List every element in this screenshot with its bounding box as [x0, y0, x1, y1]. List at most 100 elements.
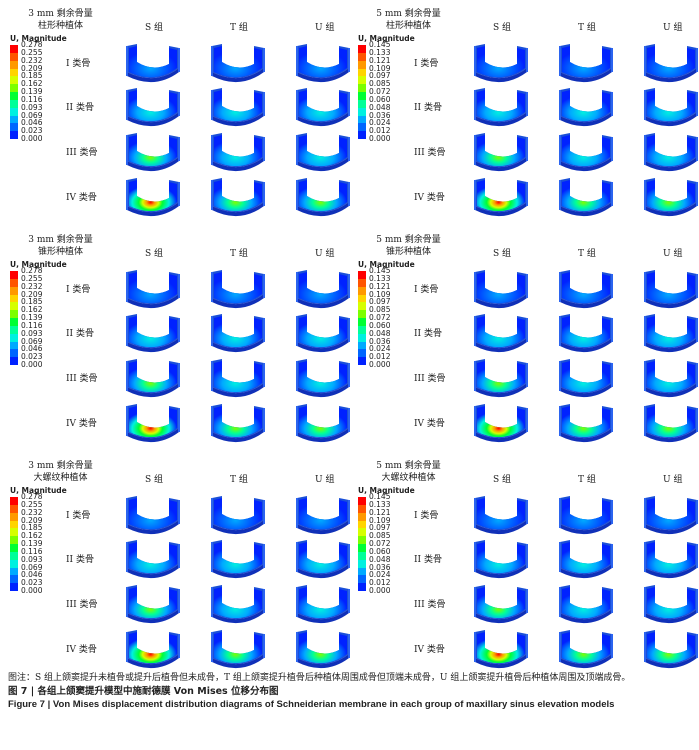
legend-tick-label: 0.093: [21, 554, 43, 564]
legend-tick-label: 0.046: [21, 118, 43, 128]
legend-tick-label: 0.000: [369, 134, 391, 143]
membrane-model: [559, 44, 613, 83]
row-label: IV 类骨: [66, 419, 97, 429]
legend-tick-label: 0.085: [369, 305, 391, 315]
legend-tick-label: 0.072: [369, 87, 391, 96]
membrane-model: [296, 88, 350, 127]
legend-tick-label: 0.133: [369, 499, 391, 509]
membrane-model: [211, 630, 265, 669]
membrane-model: [296, 178, 350, 217]
legend-swatch: [10, 357, 18, 366]
figure-panel: 3 mm 剩余骨量 锥形种植体 U, Magnitude 0.278 0.255 0.2…: [8, 232, 350, 457]
membrane-model: [559, 314, 613, 353]
membrane-model: [559, 496, 613, 535]
legend-tick-label: 0.139: [21, 87, 43, 96]
figure-caption: 图注：S 组上颌窦提升未植骨或提升后植骨但未成骨，T 组上颌窦提升植骨后种植体周…: [8, 672, 691, 711]
legend-tick-label: 0.162: [21, 531, 43, 541]
membrane-model: [296, 540, 350, 579]
legend-swatch: [358, 567, 366, 576]
legend-tick-label: 0.121: [369, 507, 391, 517]
column-header: T 组: [230, 475, 248, 485]
membrane-model: [126, 270, 180, 309]
column-header: U 组: [315, 475, 335, 485]
legend-swatch: [10, 84, 18, 93]
legend-tick-label: 0.109: [369, 515, 391, 525]
legend-tick-label: 0.255: [21, 273, 43, 283]
legend-tick-label: 0.121: [369, 281, 391, 291]
legend-swatch: [10, 76, 18, 85]
legend-tick-label: 0.139: [21, 539, 43, 548]
legend-tick-label: 0.036: [369, 336, 391, 346]
legend-swatch: [10, 271, 18, 280]
column-header: U 组: [315, 23, 335, 33]
column-header: S 组: [493, 23, 512, 33]
row-label: III 类骨: [66, 600, 98, 610]
legend-tick-label: 0.133: [369, 47, 391, 57]
legend-swatch: [10, 318, 18, 327]
legend-tick-label: 0.116: [21, 546, 43, 556]
membrane-model: [296, 585, 350, 624]
membrane-model: [644, 44, 698, 83]
row-label: II 类骨: [414, 103, 442, 113]
legend-swatch: [10, 512, 18, 521]
membrane-model: [559, 270, 613, 309]
legend-tick-label: 0.093: [21, 102, 43, 112]
caption-title-en: Figure 7 | Von Mises displacement distri…: [8, 699, 615, 710]
membrane-model: [559, 540, 613, 579]
legend-swatch: [10, 559, 18, 568]
legend-swatch: [10, 310, 18, 319]
legend-swatch: [10, 68, 18, 77]
membrane-model: [211, 314, 265, 353]
color-legend: U, Magnitude 0.145 0.133 0.121 0.109 0.097 0.0…: [358, 34, 448, 154]
membrane-model: [559, 630, 613, 669]
membrane-model: [211, 133, 265, 172]
legend-swatch: [358, 325, 366, 335]
column-header: T 组: [230, 23, 248, 33]
legend-tick-label: 0.072: [369, 313, 391, 322]
legend-tick-label: 0.000: [369, 586, 391, 595]
legend-tick-label: 0.255: [21, 47, 43, 57]
membrane-model: [644, 133, 698, 172]
membrane-model: [559, 585, 613, 624]
legend-swatch: [10, 294, 18, 303]
legend-tick-label: 0.060: [369, 94, 391, 104]
legend-tick-label: 0.185: [21, 523, 43, 533]
legend-swatch: [358, 583, 366, 592]
legend-swatch: [10, 567, 18, 576]
legend-tick-label: 0.069: [21, 336, 43, 346]
color-legend: U, Magnitude 0.145 0.133 0.121 0.109 0.097 0.0…: [358, 260, 448, 380]
legend-swatch: [10, 131, 18, 140]
membrane-model: [211, 44, 265, 83]
column-header: U 组: [663, 475, 683, 485]
legend-tick-label: 0.048: [369, 102, 391, 112]
membrane-model: [474, 404, 528, 443]
legend-swatch: [10, 45, 18, 54]
row-label: III 类骨: [414, 374, 446, 384]
legend-swatch: [10, 278, 18, 288]
legend-swatch: [10, 341, 18, 350]
membrane-model: [126, 133, 180, 172]
legend-swatch: [358, 544, 366, 553]
legend-swatch: [10, 123, 18, 132]
membrane-model: [211, 585, 265, 624]
legend-title: U, Magnitude: [10, 486, 67, 495]
column-header: S 组: [145, 475, 164, 485]
membrane-model: [559, 359, 613, 398]
legend-swatch: [358, 333, 366, 342]
legend-swatch: [10, 325, 18, 335]
legend-tick-label: 0.048: [369, 328, 391, 338]
legend-swatch: [358, 123, 366, 132]
legend-tick-label: 0.012: [369, 352, 391, 362]
row-label: IV 类骨: [414, 193, 445, 203]
legend-tick-label: 0.162: [21, 305, 43, 315]
row-label: II 类骨: [66, 555, 94, 565]
legend-tick-label: 0.024: [369, 344, 391, 354]
legend-tick-label: 0.012: [369, 578, 391, 588]
row-label: IV 类骨: [414, 419, 445, 429]
legend-swatch: [358, 271, 366, 280]
legend-tick-label: 0.232: [21, 507, 43, 517]
legend-tick-label: 0.209: [21, 63, 43, 73]
legend-swatch: [358, 349, 366, 358]
legend-tick-label: 0.232: [21, 55, 43, 65]
legend-swatch: [10, 575, 18, 584]
